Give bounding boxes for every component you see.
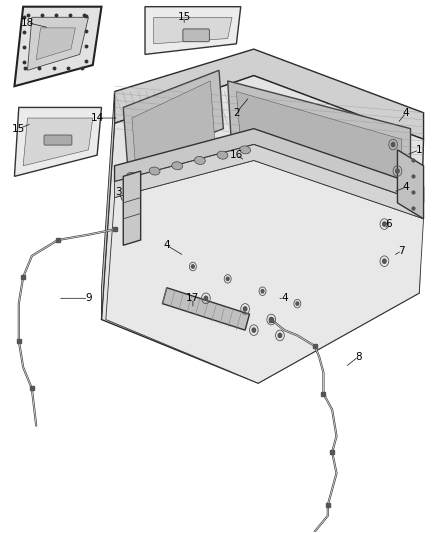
Polygon shape [154,17,232,44]
Polygon shape [102,76,424,383]
Text: 16: 16 [230,150,243,160]
Circle shape [396,169,399,173]
Text: 4: 4 [281,293,288,303]
Circle shape [244,307,247,311]
Text: 18: 18 [21,18,34,28]
Polygon shape [397,150,424,219]
Circle shape [383,259,386,263]
Circle shape [278,333,282,337]
Text: 8: 8 [355,352,362,361]
Polygon shape [237,92,402,192]
Polygon shape [14,108,102,176]
Polygon shape [115,49,424,139]
Polygon shape [123,171,141,245]
Ellipse shape [240,146,251,154]
Text: 6: 6 [385,219,392,229]
Polygon shape [28,17,88,70]
Circle shape [226,277,229,280]
Circle shape [383,222,386,226]
Circle shape [252,328,255,332]
Polygon shape [106,160,424,383]
Circle shape [296,302,299,305]
Polygon shape [115,144,424,219]
Text: 15: 15 [177,12,191,22]
Text: 1: 1 [416,145,423,155]
Circle shape [269,317,273,321]
Polygon shape [228,81,410,203]
Circle shape [391,142,395,147]
Text: 15: 15 [12,124,25,134]
Text: 4: 4 [163,240,170,251]
Circle shape [261,289,264,293]
Text: 9: 9 [85,293,92,303]
Ellipse shape [217,151,228,159]
Text: 4: 4 [403,108,410,118]
Polygon shape [36,28,75,60]
Ellipse shape [149,167,160,175]
Text: 14: 14 [91,113,104,123]
Polygon shape [14,7,102,86]
FancyBboxPatch shape [44,135,72,145]
Text: 3: 3 [116,187,122,197]
Polygon shape [23,118,93,166]
Polygon shape [123,70,223,166]
Text: 7: 7 [399,246,405,256]
Text: 2: 2 [233,108,240,118]
Polygon shape [102,92,115,319]
Text: 4: 4 [403,182,410,192]
Polygon shape [132,81,215,176]
Polygon shape [145,7,241,54]
Ellipse shape [194,157,205,165]
Polygon shape [162,288,250,330]
FancyBboxPatch shape [183,29,209,42]
Ellipse shape [172,161,183,170]
Polygon shape [115,128,424,203]
Text: 17: 17 [186,293,200,303]
Circle shape [191,265,194,268]
Ellipse shape [127,172,138,180]
Circle shape [204,296,208,301]
